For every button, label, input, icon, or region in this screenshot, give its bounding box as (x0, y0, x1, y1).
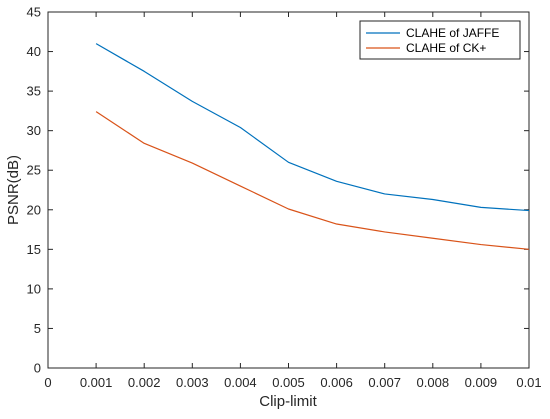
y-tick-label: 10 (27, 281, 41, 296)
legend-label-1: CLAHE of JAFFE (406, 26, 499, 40)
x-tick-label: 0.002 (128, 375, 161, 390)
x-tick-label: 0 (44, 375, 51, 390)
x-tick-label: 0.004 (224, 375, 257, 390)
y-axis-ticks: 0 5 10 15 20 25 30 35 40 45 (27, 5, 529, 376)
plot-area (47, 11, 530, 369)
x-tick-label: 0.006 (320, 375, 353, 390)
y-tick-label: 40 (27, 44, 41, 59)
x-tick-label: 0.003 (176, 375, 209, 390)
series-line-2 (95, 111, 530, 250)
y-axis-title: PSNR(dB) (5, 155, 22, 225)
y-tick-label: 15 (27, 242, 41, 257)
legend-label-2: CLAHE of CK+ (406, 41, 486, 55)
y-tick-label: 45 (27, 5, 41, 20)
y-tick-label: 5 (34, 321, 41, 336)
x-tick-label: 0.005 (272, 375, 305, 390)
y-tick-label: 20 (27, 202, 41, 217)
x-tick-label: 0.01 (516, 375, 541, 390)
x-axis-title: Clip-limit (259, 393, 317, 410)
y-tick-label: 30 (27, 123, 41, 138)
x-tick-label: 0.008 (417, 375, 450, 390)
y-tick-label: 35 (27, 84, 41, 99)
legend-box (359, 20, 521, 60)
x-tick-label: 0.001 (80, 375, 113, 390)
series-layer (95, 43, 530, 250)
x-tick-label: 0.009 (465, 375, 498, 390)
x-tick-label: 0.007 (368, 375, 401, 390)
x-axis-ticks: 0 0.001 0.002 0.003 0.004 0.005 0.006 0.007 0.00… (44, 12, 542, 390)
y-tick-label: 0 (34, 361, 41, 376)
series-line-1 (95, 43, 530, 212)
y-tick-label: 25 (27, 163, 41, 178)
